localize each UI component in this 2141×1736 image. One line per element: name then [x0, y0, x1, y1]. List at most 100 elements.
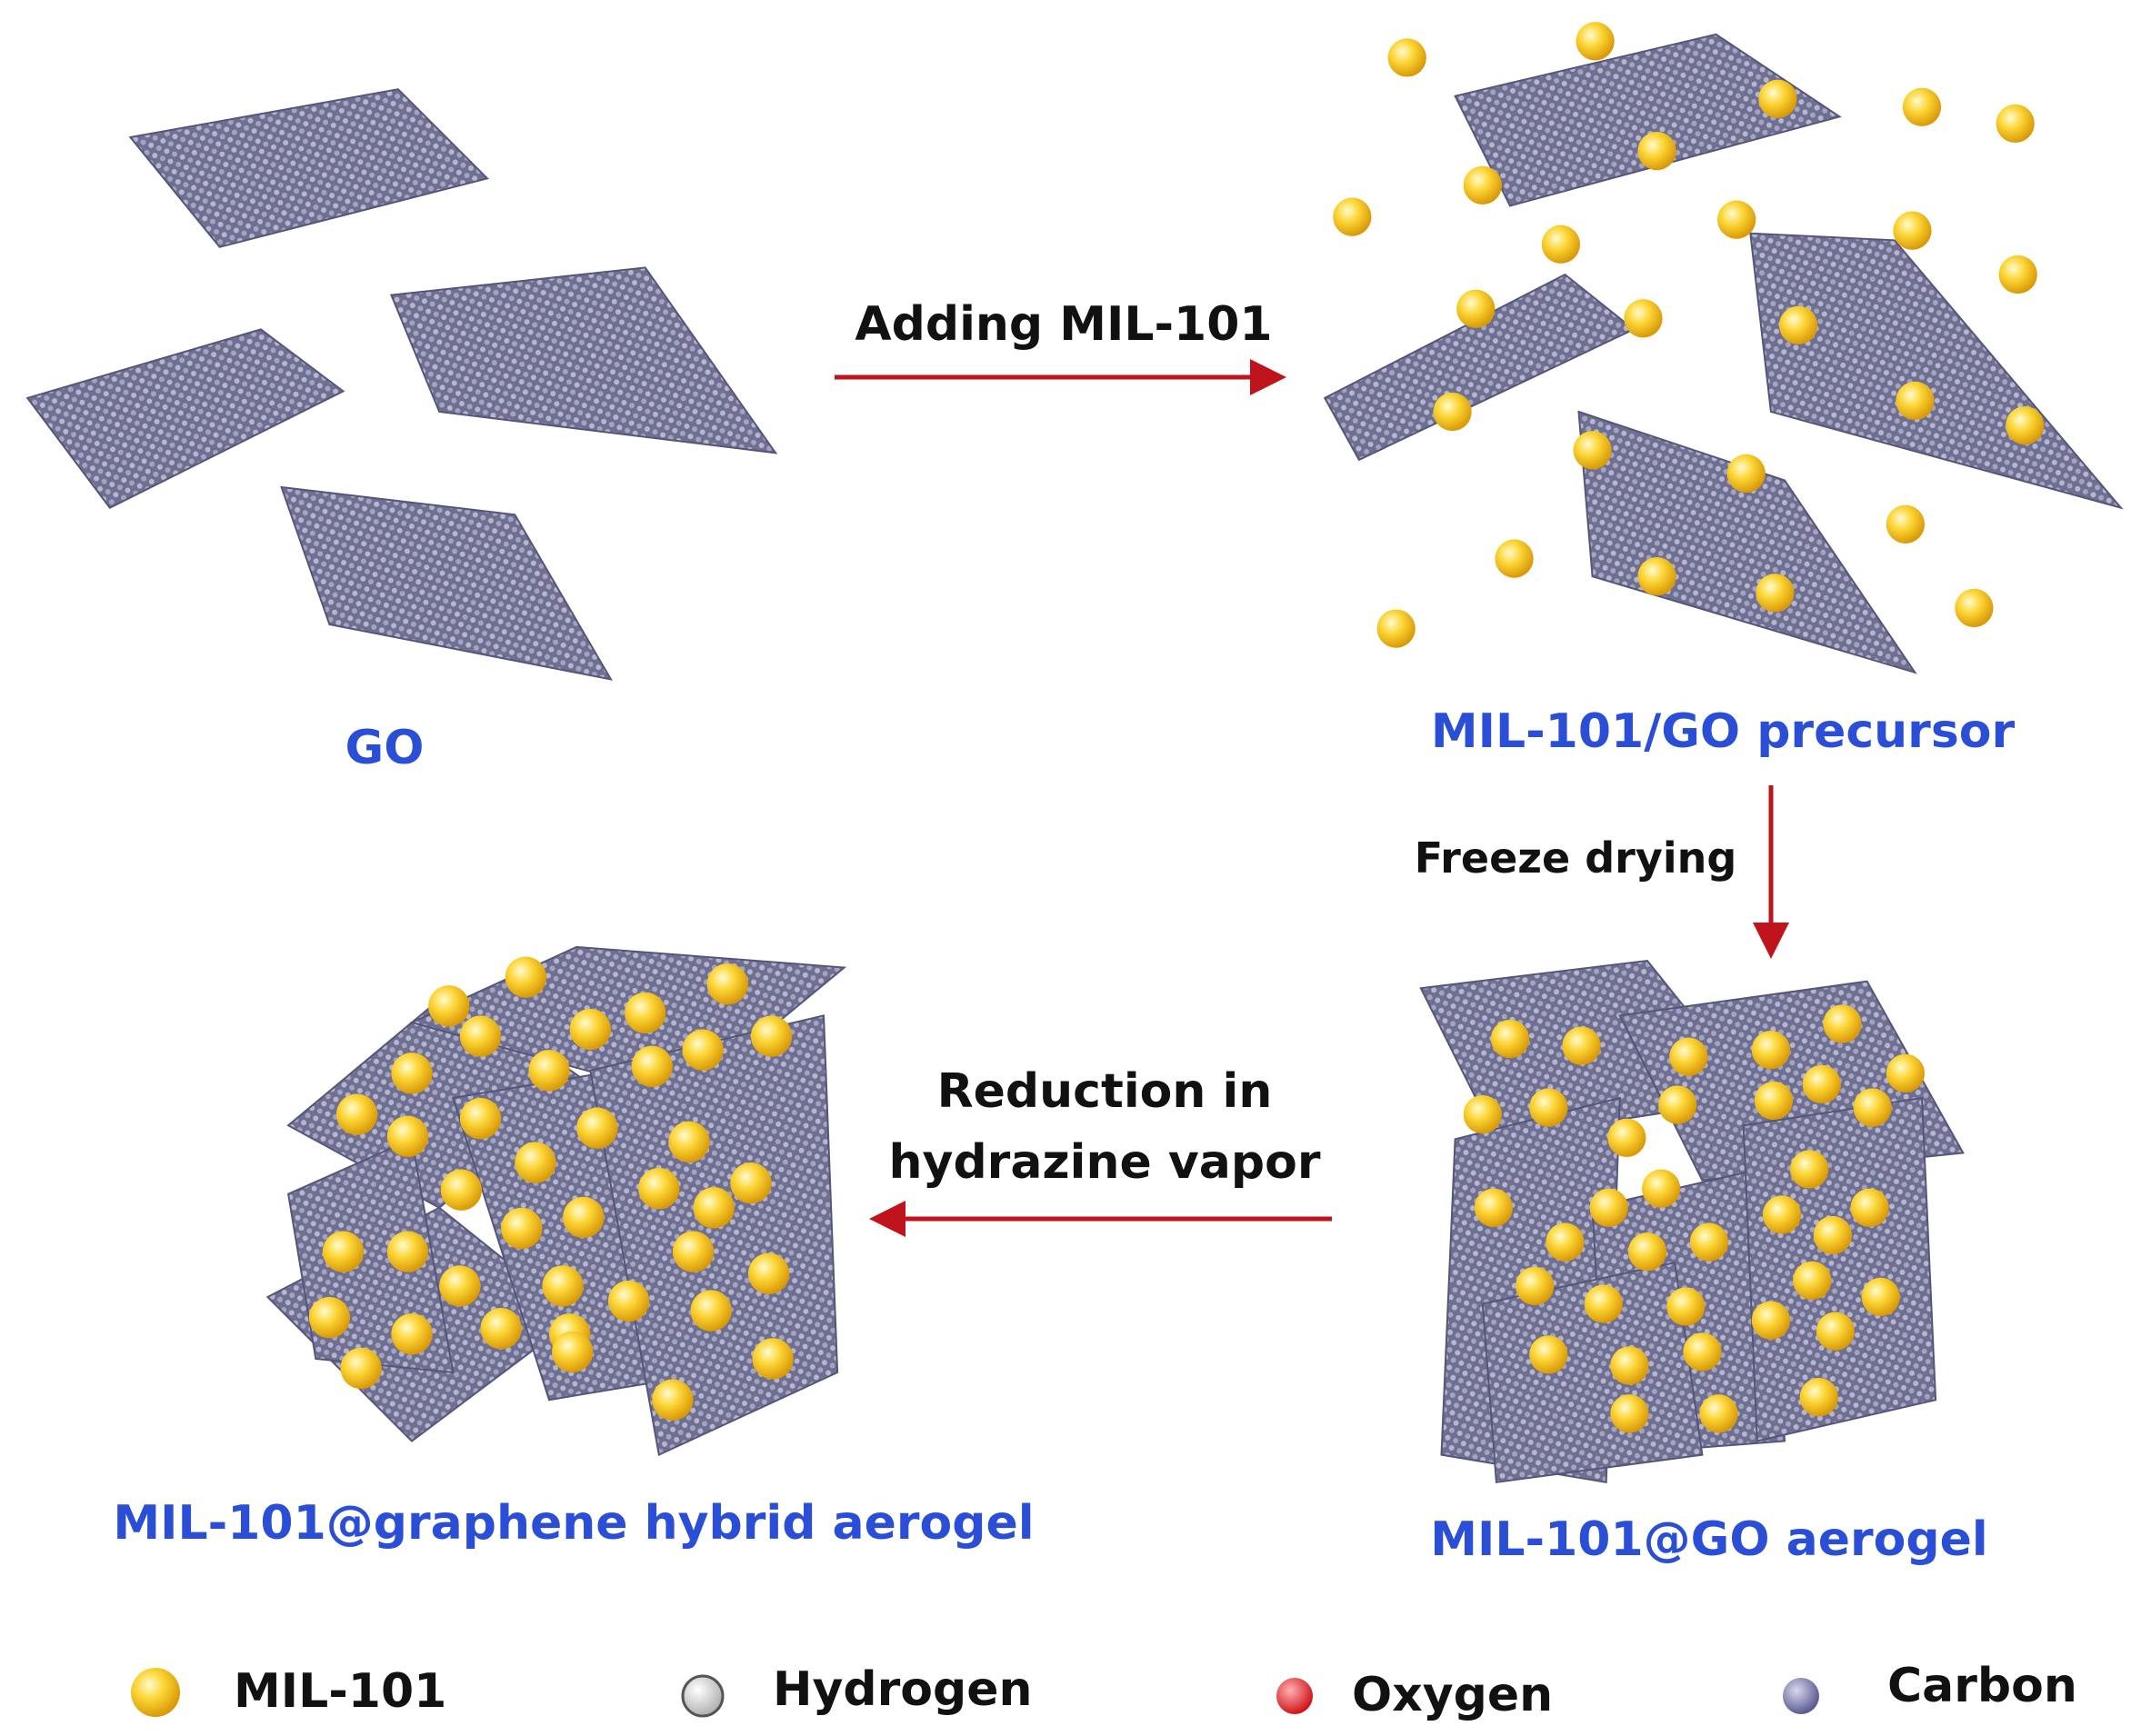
- mil-101-particle: [752, 1338, 794, 1380]
- legend-label: Hydrogen: [773, 1662, 1033, 1717]
- step-label: Freeze drying: [1415, 833, 1737, 883]
- legend-swatch: [1276, 1678, 1313, 1714]
- mil-101-particle: [386, 1231, 429, 1272]
- legend-label: Oxygen: [1352, 1668, 1553, 1722]
- mil-101-particle: [308, 1296, 351, 1339]
- mil-101-particle: [1756, 574, 1795, 613]
- mil-101-particle: [690, 1290, 732, 1332]
- graphene-sheet: [1749, 232, 2124, 510]
- mil-101-particle: [1790, 1150, 1829, 1189]
- mil-101-particle: [459, 1098, 502, 1140]
- mil-101-particle: [1816, 1312, 1856, 1351]
- mil-101-particle: [552, 1331, 594, 1372]
- mil-101-particle: [542, 1265, 584, 1307]
- mil-101-particle: [1902, 87, 1942, 126]
- graphene-sheet: [1742, 1096, 1937, 1442]
- stage-label: MIL-101/GO precursor: [1431, 704, 2016, 759]
- mil-101-particle: [1886, 1053, 1926, 1092]
- mil-101-particle: [1433, 392, 1472, 432]
- mil-101-particle: [1387, 38, 1426, 77]
- mil-101-particle: [1516, 1266, 1555, 1306]
- mil-101-particle: [1573, 431, 1612, 470]
- mil-101-particle: [706, 963, 748, 1005]
- mil-101-particle: [1666, 1287, 1706, 1326]
- mil-101-particle: [1541, 224, 1581, 264]
- mil-101-particle: [750, 1015, 793, 1057]
- mil-101-particle: [1456, 289, 1496, 328]
- mil-101-particle: [501, 1207, 543, 1250]
- mil-101-particle: [1658, 1085, 1697, 1124]
- step-label: hydrazine vapor: [889, 1135, 1321, 1190]
- mil-101-particle: [440, 1169, 483, 1211]
- stage-label: GO: [345, 721, 425, 775]
- step-label: Reduction in: [937, 1064, 1273, 1119]
- mil-101-particle: [480, 1308, 522, 1350]
- mil-101-particle: [1576, 22, 1615, 61]
- mil-101-particle: [1463, 165, 1502, 205]
- stage-label: MIL-101@graphene hybrid aerogel: [113, 1496, 1034, 1551]
- mil-101-particle: [652, 1379, 694, 1421]
- mil-101-particle: [672, 1231, 715, 1272]
- step-label: Adding MIL-101: [855, 297, 1272, 352]
- legend-swatch: [1783, 1678, 1819, 1714]
- mil-101-particle: [1699, 1394, 1738, 1433]
- mil-101-particle: [1996, 104, 2035, 144]
- legend-label: MIL-101: [234, 1664, 446, 1719]
- mil-101-particle: [1610, 1394, 1649, 1433]
- mil-101-particle: [439, 1265, 481, 1307]
- mil-101-particle: [1529, 1335, 1568, 1374]
- mil-101-particle: [1823, 1004, 1862, 1043]
- mil-101-particle: [1762, 1195, 1802, 1234]
- mil-101-particle: [1637, 131, 1676, 171]
- mil-101-particle: [668, 1121, 710, 1162]
- legend-swatch: [131, 1668, 180, 1717]
- mil-101-particle: [386, 1115, 429, 1157]
- mil-101-particle: [1546, 1222, 1585, 1262]
- mil-101-particle: [747, 1252, 790, 1294]
- mil-101-particle: [1778, 305, 1818, 345]
- mil-101-particle: [1463, 1094, 1502, 1134]
- legend-label: Carbon: [1887, 1659, 2077, 1713]
- mil-101-particle: [391, 1053, 433, 1094]
- mil-101-particle: [1669, 1037, 1708, 1076]
- graphene-sheet: [25, 328, 345, 509]
- mil-101-particle: [1751, 1301, 1791, 1340]
- mil-101-particle: [682, 1029, 724, 1071]
- mil-101-particle: [1886, 504, 1926, 544]
- mil-101-particle: [1562, 1026, 1601, 1065]
- mil-101-particle: [340, 1347, 382, 1390]
- graphene-sheet: [280, 485, 613, 681]
- mil-101-particle: [563, 1196, 605, 1239]
- mil-101-particle: [459, 1015, 502, 1057]
- legend-swatch: [681, 1674, 725, 1718]
- mil-101-particle: [1490, 1019, 1530, 1059]
- mil-101-particle: [1683, 1332, 1722, 1372]
- mil-101-particle: [505, 956, 546, 998]
- mil-101-particle: [1376, 609, 1416, 648]
- graphene-sheet: [1577, 410, 1917, 674]
- mil-101-particle: [1758, 79, 1797, 118]
- mil-101-particle: [335, 1093, 378, 1135]
- mil-101-particle: [1607, 1118, 1646, 1157]
- mil-101-particle: [607, 1280, 650, 1322]
- mil-101-particle: [1627, 1232, 1667, 1272]
- mil-101-particle: [1529, 1088, 1568, 1127]
- mil-101-particle: [528, 1050, 570, 1092]
- mil-101-particle: [1641, 1169, 1681, 1208]
- mil-101-particle: [1717, 200, 1756, 239]
- mil-101-particle: [1751, 1031, 1791, 1070]
- mil-101-particle: [1850, 1188, 1889, 1227]
- mil-101-particle: [1610, 1346, 1649, 1385]
- mil-101-particle: [1998, 254, 2037, 294]
- mil-101-particle: [2006, 405, 2045, 445]
- mil-101-particle: [1584, 1284, 1623, 1323]
- mil-101-particle: [391, 1313, 433, 1355]
- mil-101-particle: [1624, 299, 1663, 338]
- illustrations: [25, 22, 2124, 1483]
- mil-101-particle: [1333, 197, 1372, 236]
- mil-101-particle: [1813, 1215, 1852, 1255]
- graphene-sheet: [1481, 1261, 1704, 1483]
- mil-101-particle: [631, 1045, 673, 1087]
- mil-101-particle: [1474, 1188, 1514, 1227]
